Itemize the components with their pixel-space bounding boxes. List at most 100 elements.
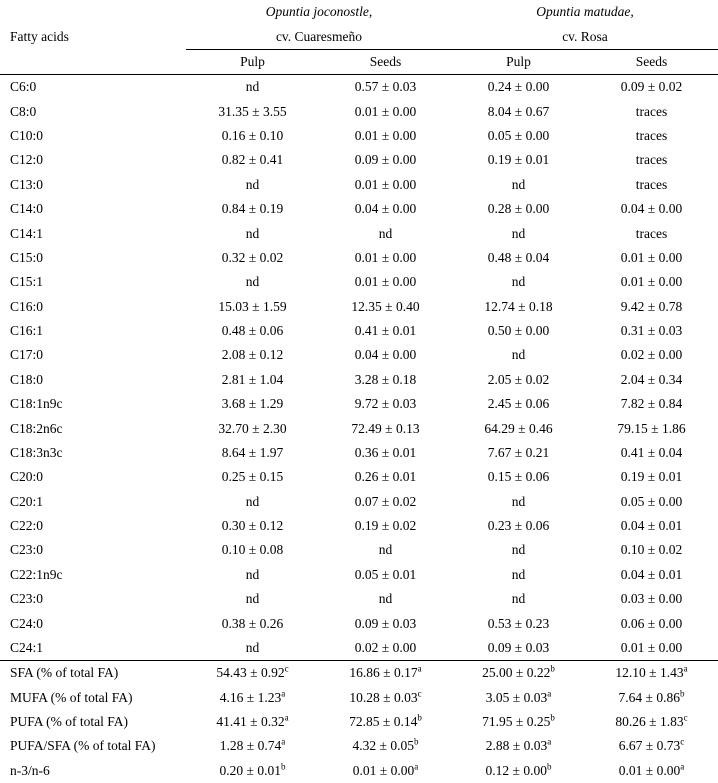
value-seeds-1: 0.07 ± 0.02 (319, 490, 452, 514)
table-row: C15:00.32 ± 0.020.01 ± 0.000.48 ± 0.040.… (0, 246, 718, 270)
value-seeds-2: 9.42 ± 0.78 (585, 295, 718, 319)
fatty-acid-label: C12:0 (0, 148, 186, 172)
significance-superscript: b (550, 664, 555, 674)
value-pulp-1: nd (186, 173, 319, 197)
table-row: C22:1n9cnd0.05 ± 0.01nd0.04 ± 0.01 (0, 563, 718, 587)
fatty-acid-label: C16:1 (0, 319, 186, 343)
value-pulp-2: nd (452, 343, 585, 367)
value-seeds-1: 0.04 ± 0.00 (319, 197, 452, 221)
table-row: C10:00.16 ± 0.100.01 ± 0.000.05 ± 0.00tr… (0, 124, 718, 148)
summary-label: n-3/n-6 (0, 759, 186, 783)
summary-seeds-1: 16.86 ± 0.17a (319, 661, 452, 686)
value-pulp-2: 0.15 ± 0.06 (452, 465, 585, 489)
fatty-acid-label: C6:0 (0, 75, 186, 100)
header-species-2: Opuntia matudae, (452, 0, 718, 24)
significance-superscript: a (418, 664, 422, 674)
fatty-acid-label: C16:0 (0, 295, 186, 319)
value-pulp-1: nd (186, 636, 319, 661)
table-row: C23:00.10 ± 0.08ndnd0.10 ± 0.02 (0, 538, 718, 562)
table-row: C22:00.30 ± 0.120.19 ± 0.020.23 ± 0.060.… (0, 514, 718, 538)
value-pulp-2: nd (452, 538, 585, 562)
value-pulp-2: nd (452, 270, 585, 294)
fatty-acid-label: C18:3n3c (0, 441, 186, 465)
summary-row: SFA (% of total FA)54.43 ± 0.92c16.86 ± … (0, 661, 718, 686)
fatty-acid-label: C20:1 (0, 490, 186, 514)
table-row: C12:00.82 ± 0.410.09 ± 0.000.19 ± 0.01tr… (0, 148, 718, 172)
significance-superscript: a (547, 737, 551, 747)
value-seeds-1: 0.26 ± 0.01 (319, 465, 452, 489)
value-seeds-2: 0.06 ± 0.00 (585, 611, 718, 635)
value-pulp-1: 2.81 ± 1.04 (186, 368, 319, 392)
significance-superscript: b (550, 713, 555, 723)
value-seeds-2: traces (585, 100, 718, 124)
significance-superscript: b (281, 761, 286, 771)
summary-label: PUFA/SFA (% of total FA) (0, 734, 186, 758)
summary-label: MUFA (% of total FA) (0, 686, 186, 710)
table-row: C18:02.81 ± 1.043.28 ± 0.182.05 ± 0.022.… (0, 368, 718, 392)
table-row: C18:2n6c32.70 ± 2.3072.49 ± 0.1364.29 ± … (0, 416, 718, 440)
summary-pulp-2: 3.05 ± 0.03a (452, 686, 585, 710)
value-pulp-1: nd (186, 587, 319, 611)
summary-row: MUFA (% of total FA)4.16 ± 1.23a10.28 ± … (0, 686, 718, 710)
summary-seeds-2: 0.01 ± 0.00a (585, 759, 718, 783)
value-seeds-2: 7.82 ± 0.84 (585, 392, 718, 416)
value-pulp-1: 15.03 ± 1.59 (186, 295, 319, 319)
table-body-summary: SFA (% of total FA)54.43 ± 0.92c16.86 ± … (0, 661, 718, 783)
value-seeds-1: 0.36 ± 0.01 (319, 441, 452, 465)
fatty-acid-label: C24:0 (0, 611, 186, 635)
table-row: C15:1nd0.01 ± 0.00nd0.01 ± 0.00 (0, 270, 718, 294)
fatty-acid-label: C14:0 (0, 197, 186, 221)
value-seeds-2: 0.19 ± 0.01 (585, 465, 718, 489)
value-seeds-2: 0.03 ± 0.00 (585, 587, 718, 611)
value-seeds-2: 0.09 ± 0.02 (585, 75, 718, 100)
significance-superscript: a (285, 713, 289, 723)
value-pulp-1: nd (186, 563, 319, 587)
table-row: C16:10.48 ± 0.060.41 ± 0.010.50 ± 0.000.… (0, 319, 718, 343)
value-pulp-2: 0.53 ± 0.23 (452, 611, 585, 635)
significance-superscript: c (418, 688, 422, 698)
value-seeds-1: 72.49 ± 0.13 (319, 416, 452, 440)
summary-pulp-2: 0.12 ± 0.00b (452, 759, 585, 783)
fatty-acid-label: C15:1 (0, 270, 186, 294)
value-pulp-1: nd (186, 490, 319, 514)
summary-pulp-2: 71.95 ± 0.25b (452, 710, 585, 734)
fatty-acid-label: C20:0 (0, 465, 186, 489)
value-seeds-1: 0.05 ± 0.01 (319, 563, 452, 587)
value-seeds-2: 2.04 ± 0.34 (585, 368, 718, 392)
value-seeds-1: 0.01 ± 0.00 (319, 124, 452, 148)
value-seeds-1: 0.41 ± 0.01 (319, 319, 452, 343)
value-seeds-1: 0.19 ± 0.02 (319, 514, 452, 538)
table-row: C14:00.84 ± 0.190.04 ± 0.000.28 ± 0.000.… (0, 197, 718, 221)
summary-seeds-2: 12.10 ± 1.43a (585, 661, 718, 686)
value-pulp-1: 0.16 ± 0.10 (186, 124, 319, 148)
value-pulp-2: 2.05 ± 0.02 (452, 368, 585, 392)
header-part-seeds-1: Seeds (319, 49, 452, 74)
value-seeds-2: traces (585, 148, 718, 172)
summary-pulp-1: 0.20 ± 0.01b (186, 759, 319, 783)
value-pulp-2: nd (452, 221, 585, 245)
header-cv-1: cv. Cuaresmeño (186, 24, 452, 49)
table-row: C14:1ndndndtraces (0, 221, 718, 245)
table-row: C23:0ndndnd0.03 ± 0.00 (0, 587, 718, 611)
value-pulp-2: 0.28 ± 0.00 (452, 197, 585, 221)
value-seeds-2: 0.04 ± 0.01 (585, 514, 718, 538)
value-pulp-2: 0.48 ± 0.04 (452, 246, 585, 270)
summary-seeds-2: 7.64 ± 0.86b (585, 686, 718, 710)
significance-superscript: b (680, 688, 685, 698)
value-seeds-2: traces (585, 124, 718, 148)
significance-superscript: c (684, 713, 688, 723)
fatty-acid-label: C17:0 (0, 343, 186, 367)
value-pulp-1: 2.08 ± 0.12 (186, 343, 319, 367)
summary-pulp-1: 54.43 ± 0.92c (186, 661, 319, 686)
value-seeds-1: 12.35 ± 0.40 (319, 295, 452, 319)
summary-row: PUFA (% of total FA)41.41 ± 0.32a72.85 ±… (0, 710, 718, 734)
value-pulp-1: 0.10 ± 0.08 (186, 538, 319, 562)
summary-pulp-2: 2.88 ± 0.03a (452, 734, 585, 758)
value-seeds-2: 0.01 ± 0.00 (585, 246, 718, 270)
table-row: C20:1nd0.07 ± 0.02nd0.05 ± 0.00 (0, 490, 718, 514)
value-pulp-2: 0.19 ± 0.01 (452, 148, 585, 172)
value-pulp-2: 0.09 ± 0.03 (452, 636, 585, 661)
significance-superscript: b (547, 761, 552, 771)
value-seeds-2: 0.05 ± 0.00 (585, 490, 718, 514)
value-seeds-2: 0.41 ± 0.04 (585, 441, 718, 465)
